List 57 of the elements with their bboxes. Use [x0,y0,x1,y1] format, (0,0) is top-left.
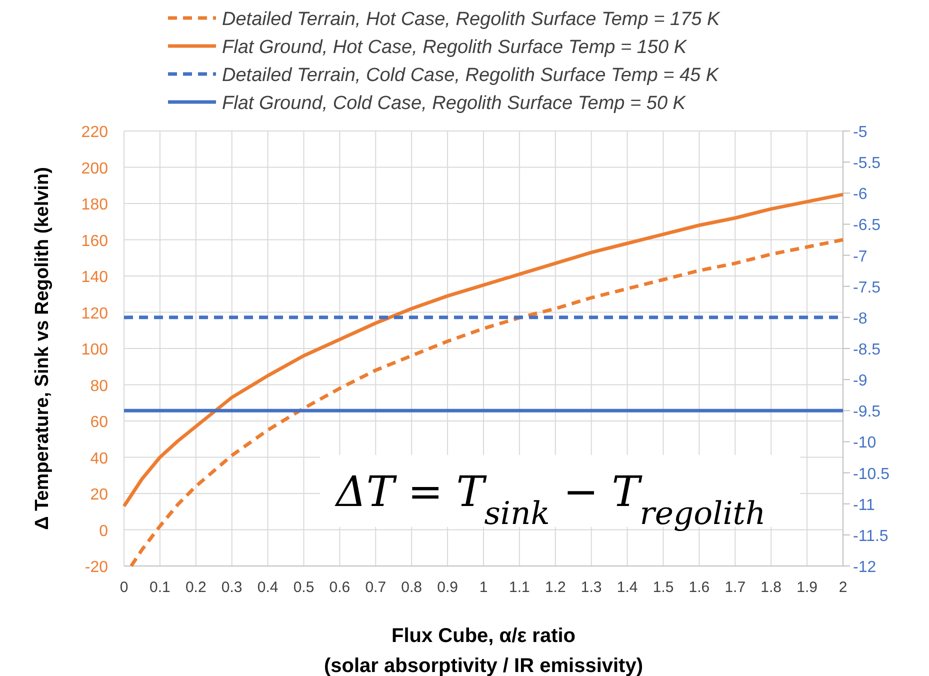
x-tick-label: 0.8 [401,579,422,596]
y2-tick-label: -6 [853,186,868,204]
x-tick-label: 1.2 [544,579,566,596]
y-tick-label: 20 [90,486,108,504]
y2-tick-label: -9 [853,372,868,390]
y2-tick-label: -10.5 [853,466,890,483]
y-tick-label: 0 [99,522,108,540]
x-tick-label: 0.6 [329,579,350,596]
y2-tick-label: -8.5 [853,342,881,358]
x-tick-label: 1.6 [688,579,710,596]
y2-tick-label: -7 [853,248,868,266]
y-tick-label: 60 [90,414,108,431]
y2-tick-label: -5.5 [853,155,881,172]
y-tick-label: 180 [81,196,108,214]
x-tick-label: 0 [120,579,128,596]
y-tick-label: 220 [81,124,108,141]
y2-tick-label: -11.5 [853,528,888,545]
x-tick-label: 0.9 [437,579,458,596]
y2-tick-label: -11 [853,496,876,514]
y-tick-label: 140 [81,269,108,286]
y2-tick-label: -9.5 [853,404,881,421]
x-tick-label: 0.1 [150,579,170,596]
x-tick-label: 0.2 [185,579,206,596]
x-tick-label: 1.1 [509,579,530,596]
x-tick-label: 1.3 [580,579,602,596]
y-tick-label: 120 [81,305,108,322]
x-tick-label: 1.4 [616,579,638,596]
x-tick-label: 1.9 [796,579,818,596]
x-tick-label: 0.7 [365,579,386,596]
y-tick-label: -20 [84,559,108,576]
legend-label: Detailed Terrain, Hot Case, Regolith Surface Temp = 175 K [222,9,721,30]
x-tick-label: 1.5 [652,579,674,596]
annotation: ΔT = T$_{sink}$ − T$_{regolith}$ [334,467,766,532]
y-tick-label: 40 [90,450,108,468]
x-tick-label: 1.8 [760,579,782,596]
y-tick-label: 100 [81,342,108,358]
y2-tick-label: -6.5 [853,217,881,234]
y2-tick-label: -10 [853,434,876,452]
y2-tick-label: -8 [853,310,868,328]
y2-tick-label: -7.5 [853,279,881,296]
legend-label: Detailed Terrain, Cold Case, Regolith Surface Temp = 45 K [222,65,720,86]
y-tick-label: 80 [90,378,108,395]
legend-label: Flat Ground, Hot Case, Regolith Surface Temp = 150 K [222,37,688,58]
y2-tick-label: -5 [853,124,868,141]
legend-label: Flat Ground, Cold Case, Regolith Surface Temp = 50 K [222,93,687,114]
line-series [129,238,845,568]
x-axis-title: Flux Cube, α/ε ratio (solar absorptivity / IR emissivity) [324,625,643,676]
y2-tick-label: -12 [853,559,876,576]
x-tick-label: 0.4 [257,579,278,596]
y-tick-label: 160 [81,232,108,250]
y-axis-title: Δ Temperature, Sink vs Regolith (kelvin) [32,167,53,530]
y-tick-label: 200 [81,160,108,178]
x-tick-label: 0.5 [293,579,314,596]
x-tick-label: 0.3 [221,579,242,596]
x-tick-label: 1 [479,579,488,596]
x-tick-label: 1.7 [724,579,746,596]
x-tick-label: 2 [838,579,848,596]
